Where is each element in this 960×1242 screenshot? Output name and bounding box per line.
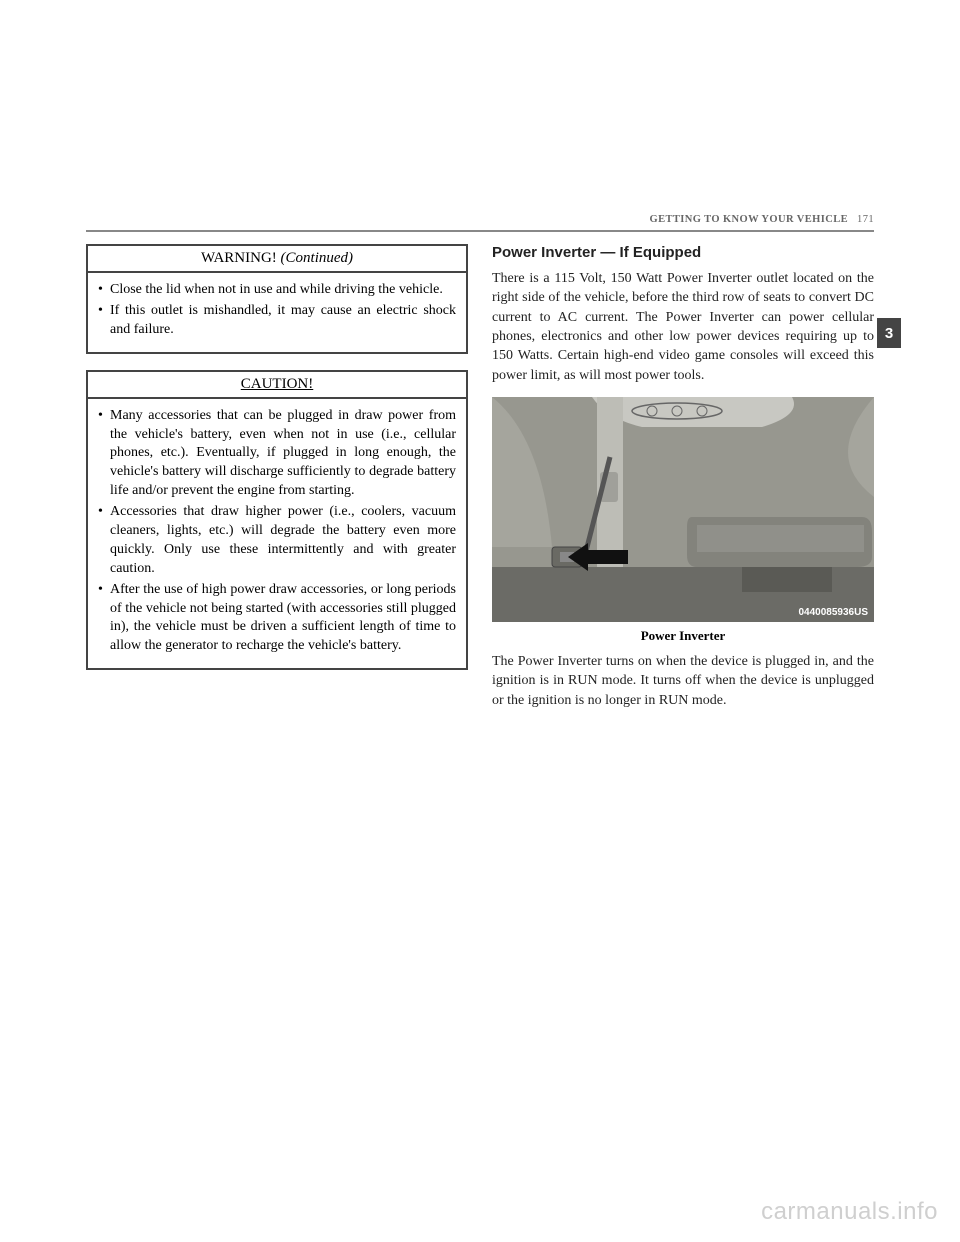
warning-box: WARNING! (Continued) Close the lid when … [86,244,468,354]
running-header: GETTING TO KNOW YOUR VEHICLE 171 [650,214,874,225]
caution-item: Many accessories that can be plugged in … [98,407,456,501]
warning-box-body: Close the lid when not in use and while … [88,273,466,352]
warning-continued: (Continued) [281,250,354,266]
chapter-tab: 3 [877,318,901,348]
body-paragraph: The Power Inverter turns on when the dev… [492,652,874,710]
warning-list: Close the lid when not in use and while … [98,281,456,340]
caution-list: Many accessories that can be plugged in … [98,407,456,657]
figure-caption: Power Inverter [492,628,874,644]
two-column-layout: WARNING! (Continued) Close the lid when … [86,244,874,722]
body-paragraph: There is a 115 Volt, 150 Watt Power Inve… [492,269,874,385]
caution-item: After the use of high power draw accesso… [98,581,456,657]
figure-svg [492,397,874,622]
warning-box-header: WARNING! (Continued) [88,246,466,273]
header-rule: GETTING TO KNOW YOUR VEHICLE 171 [86,230,874,232]
right-column: Power Inverter — If Equipped There is a … [492,244,874,722]
caution-title: CAUTION! [241,376,314,392]
caution-item: Accessories that draw higher power (i.e.… [98,503,456,579]
section-heading: Power Inverter — If Equipped [492,244,874,261]
header-page-number: 171 [857,214,874,225]
watermark: carmanuals.info [761,1198,938,1226]
left-column: WARNING! (Continued) Close the lid when … [86,244,468,722]
power-inverter-figure: 0440085936US [492,397,874,622]
figure-code: 0440085936US [798,607,868,618]
caution-box: CAUTION! Many accessories that can be pl… [86,370,468,671]
page-content: GETTING TO KNOW YOUR VEHICLE 171 3 WARNI… [86,230,874,880]
warning-item: Close the lid when not in use and while … [98,281,456,300]
chapter-tab-number: 3 [885,325,893,342]
warning-title: WARNING! [201,250,277,266]
header-section: GETTING TO KNOW YOUR VEHICLE [650,214,849,225]
caution-box-header: CAUTION! [88,372,466,399]
caution-box-body: Many accessories that can be plugged in … [88,399,466,669]
warning-item: If this outlet is mishandled, it may cau… [98,302,456,340]
